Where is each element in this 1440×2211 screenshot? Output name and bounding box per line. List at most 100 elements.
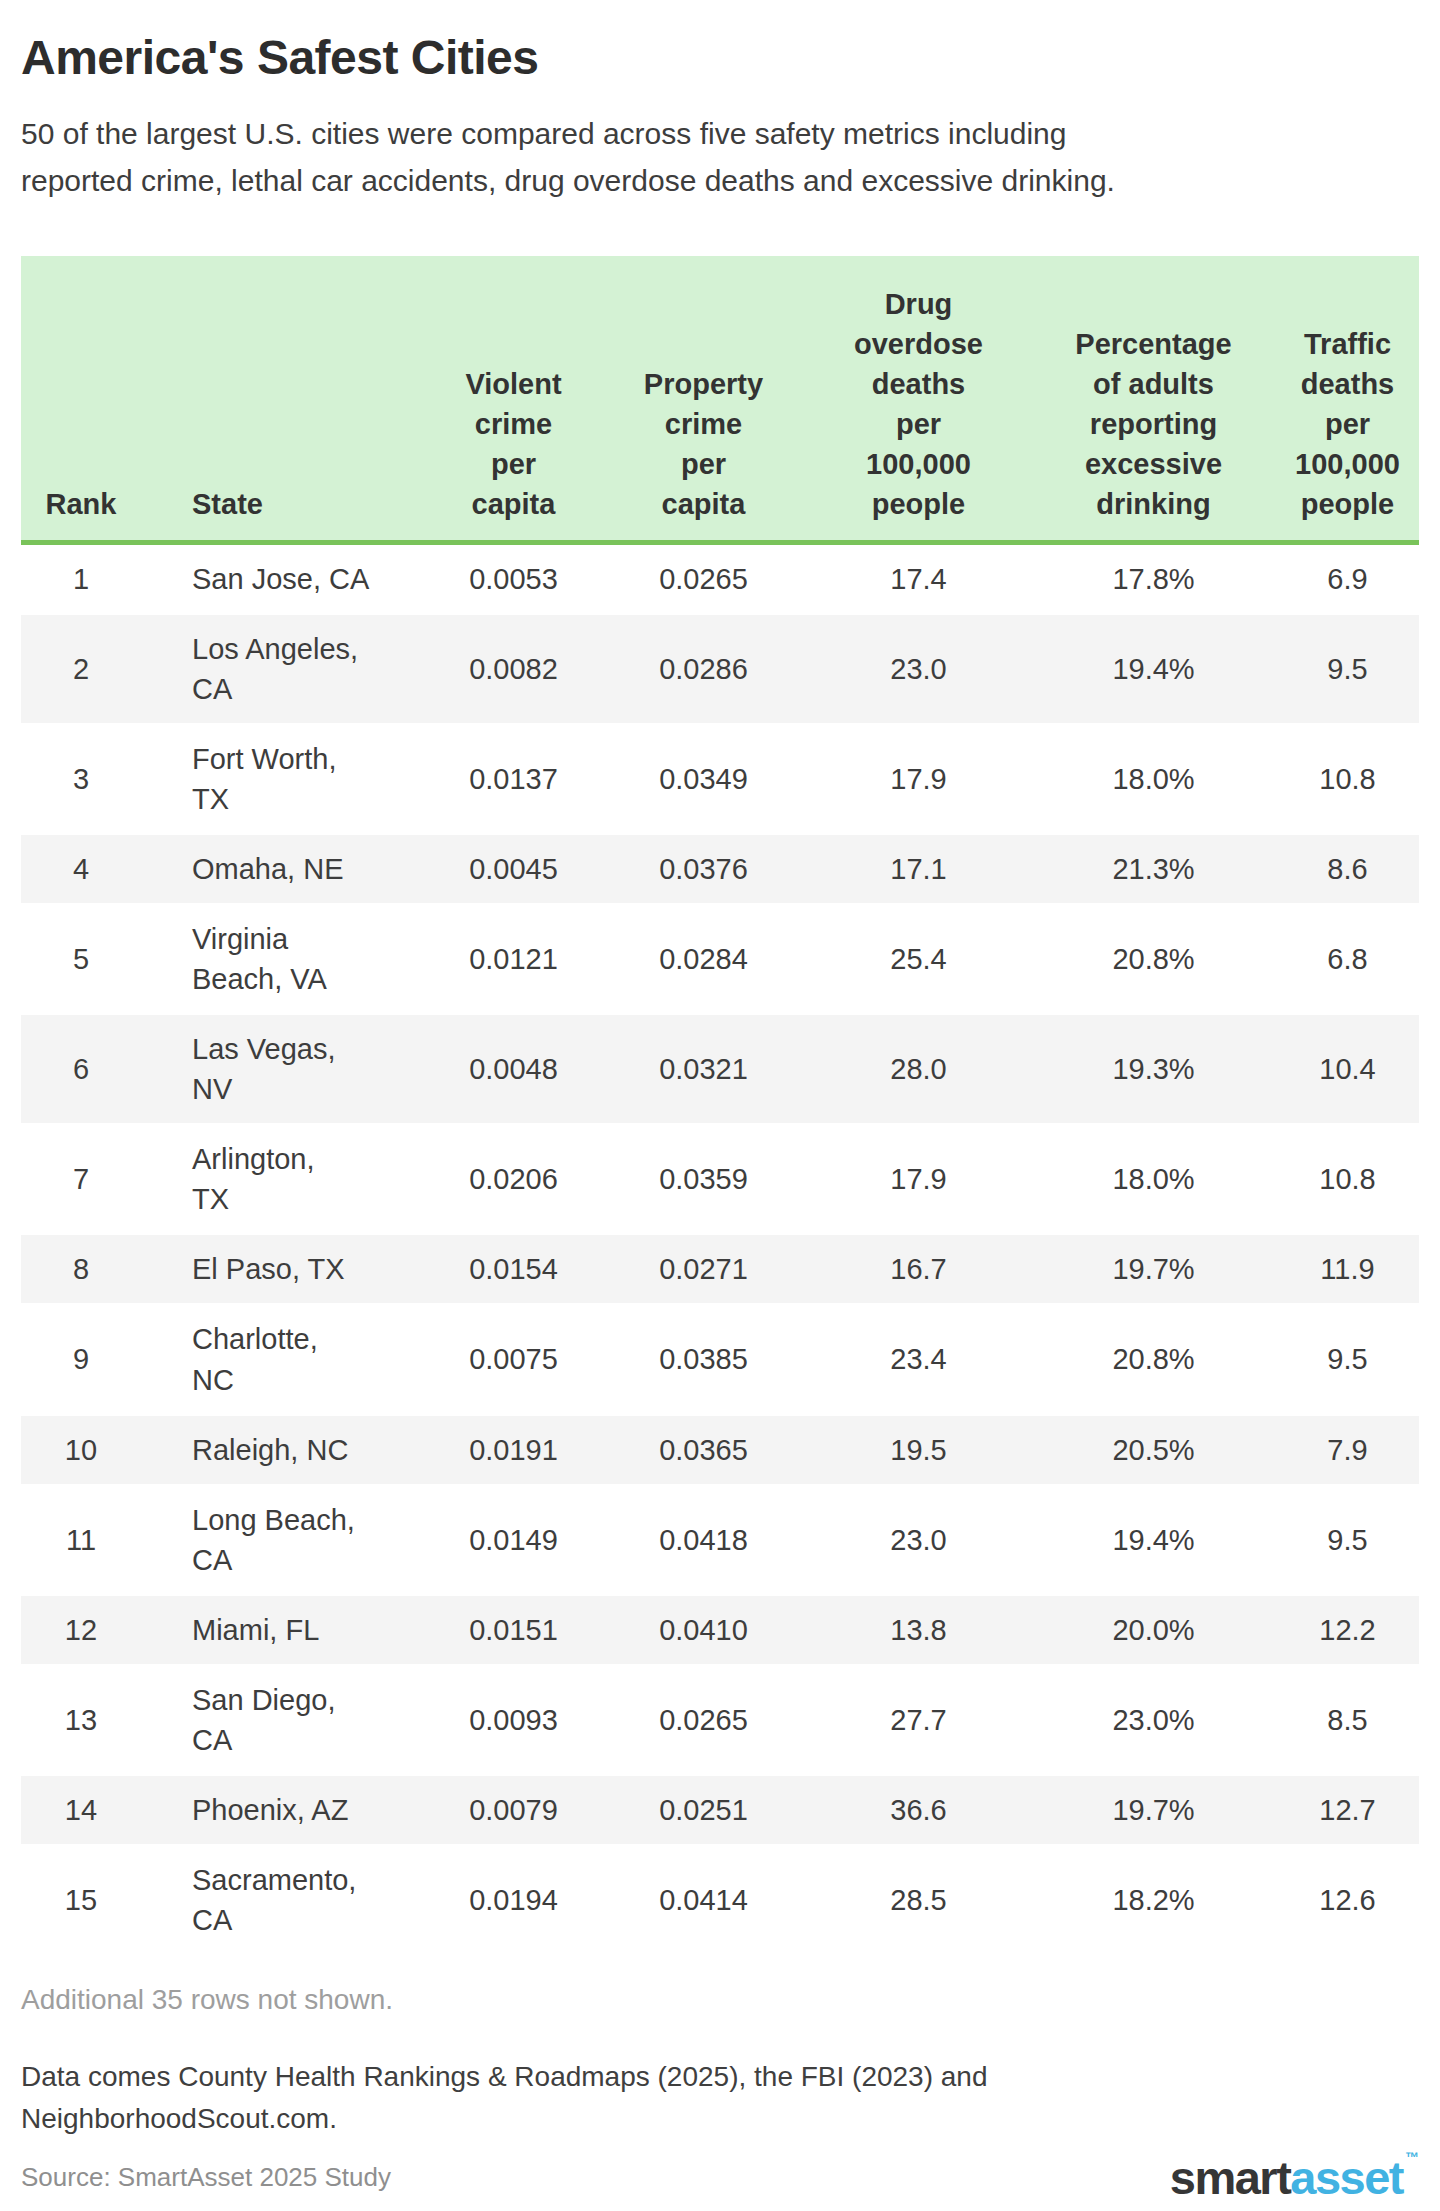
property-crime-cell: 0.0251 <box>601 1775 806 1845</box>
col-header-drug-overdose: Drug overdose deaths per 100,000 people <box>806 256 1031 543</box>
excessive-drinking-cell: 20.5% <box>1031 1415 1276 1485</box>
col-header-state: State <box>141 256 426 543</box>
safest-cities-table: Rank State Violent crime per capita Prop… <box>21 256 1419 1953</box>
property-crime-cell: 0.0359 <box>601 1124 806 1234</box>
rank-cell: 2 <box>21 614 141 724</box>
drug-overdose-cell: 27.7 <box>806 1665 1031 1775</box>
drug-overdose-cell: 17.1 <box>806 834 1031 904</box>
rank-cell: 11 <box>21 1485 141 1595</box>
drug-overdose-cell: 25.4 <box>806 904 1031 1014</box>
traffic-deaths-cell: 8.6 <box>1276 834 1419 904</box>
table-row: 6Las Vegas, NV0.00480.032128.019.3%10.4 <box>21 1014 1419 1124</box>
traffic-deaths-cell: 6.8 <box>1276 904 1419 1014</box>
state-cell: Las Vegas, NV <box>141 1014 426 1124</box>
violent-crime-cell: 0.0191 <box>426 1415 601 1485</box>
excessive-drinking-cell: 18.2% <box>1031 1845 1276 1954</box>
violent-crime-cell: 0.0206 <box>426 1124 601 1234</box>
table-body: 1San Jose, CA0.00530.026517.417.8%6.92Lo… <box>21 543 1419 1954</box>
table-row: 14Phoenix, AZ0.00790.025136.619.7%12.7 <box>21 1775 1419 1845</box>
table-row: 11Long Beach, CA0.01490.041823.019.4%9.5 <box>21 1485 1419 1595</box>
traffic-deaths-cell: 9.5 <box>1276 1304 1419 1414</box>
drug-overdose-cell: 17.9 <box>806 1124 1031 1234</box>
table-row: 9Charlotte, NC0.00750.038523.420.8%9.5 <box>21 1304 1419 1414</box>
table-row: 13San Diego, CA0.00930.026527.723.0%8.5 <box>21 1665 1419 1775</box>
rows-not-shown-note: Additional 35 rows not shown. <box>21 1984 1419 2016</box>
safest-cities-infographic: America's Safest Cities 50 of the larges… <box>21 30 1419 2203</box>
excessive-drinking-cell: 19.3% <box>1031 1014 1276 1124</box>
rank-cell: 12 <box>21 1595 141 1665</box>
table-row: 4Omaha, NE0.00450.037617.121.3%8.6 <box>21 834 1419 904</box>
traffic-deaths-cell: 12.6 <box>1276 1845 1419 1954</box>
table-row: 2Los Angeles, CA0.00820.028623.019.4%9.5 <box>21 614 1419 724</box>
traffic-deaths-cell: 9.5 <box>1276 1485 1419 1595</box>
traffic-deaths-cell: 6.9 <box>1276 543 1419 615</box>
violent-crime-cell: 0.0075 <box>426 1304 601 1414</box>
violent-crime-cell: 0.0082 <box>426 614 601 724</box>
table-row: 5Virginia Beach, VA0.01210.028425.420.8%… <box>21 904 1419 1014</box>
violent-crime-cell: 0.0194 <box>426 1845 601 1954</box>
source-note: Source: SmartAsset 2025 Study <box>21 2162 391 2203</box>
traffic-deaths-cell: 10.4 <box>1276 1014 1419 1124</box>
excessive-drinking-cell: 23.0% <box>1031 1665 1276 1775</box>
state-cell: Miami, FL <box>141 1595 426 1665</box>
traffic-deaths-cell: 11.9 <box>1276 1234 1419 1304</box>
state-cell: San Diego, CA <box>141 1665 426 1775</box>
rank-cell: 1 <box>21 543 141 615</box>
violent-crime-cell: 0.0137 <box>426 724 601 834</box>
table-row: 1San Jose, CA0.00530.026517.417.8%6.9 <box>21 543 1419 615</box>
data-sources-note: Data comes County Health Rankings & Road… <box>21 2056 1419 2140</box>
state-cell: Sacramento, CA <box>141 1845 426 1954</box>
rank-cell: 15 <box>21 1845 141 1954</box>
traffic-deaths-cell: 9.5 <box>1276 614 1419 724</box>
violent-crime-cell: 0.0045 <box>426 834 601 904</box>
traffic-deaths-cell: 10.8 <box>1276 724 1419 834</box>
rank-cell: 6 <box>21 1014 141 1124</box>
excessive-drinking-cell: 17.8% <box>1031 543 1276 615</box>
rank-cell: 14 <box>21 1775 141 1845</box>
smartasset-logo: smartasset™ <box>1170 2152 1419 2204</box>
violent-crime-cell: 0.0151 <box>426 1595 601 1665</box>
col-header-excessive-drinking: Percentage of adults reporting excessive… <box>1031 256 1276 543</box>
logo-text-asset: asset <box>1290 2151 1403 2204</box>
rank-cell: 7 <box>21 1124 141 1234</box>
violent-crime-cell: 0.0048 <box>426 1014 601 1124</box>
logo-text-smart: smart <box>1170 2151 1291 2204</box>
state-cell: El Paso, TX <box>141 1234 426 1304</box>
state-cell: Virginia Beach, VA <box>141 904 426 1014</box>
rank-cell: 10 <box>21 1415 141 1485</box>
state-cell: Fort Worth, TX <box>141 724 426 834</box>
drug-overdose-cell: 16.7 <box>806 1234 1031 1304</box>
table-row: 3Fort Worth, TX0.01370.034917.918.0%10.8 <box>21 724 1419 834</box>
subtitle: 50 of the largest U.S. cities were compa… <box>21 111 1419 204</box>
drug-overdose-cell: 36.6 <box>806 1775 1031 1845</box>
state-cell: Los Angeles, CA <box>141 614 426 724</box>
state-cell: Omaha, NE <box>141 834 426 904</box>
drug-overdose-cell: 13.8 <box>806 1595 1031 1665</box>
violent-crime-cell: 0.0079 <box>426 1775 601 1845</box>
property-crime-cell: 0.0265 <box>601 543 806 615</box>
property-crime-cell: 0.0321 <box>601 1014 806 1124</box>
drug-overdose-cell: 23.0 <box>806 614 1031 724</box>
property-crime-cell: 0.0414 <box>601 1845 806 1954</box>
footer: Source: SmartAsset 2025 Study smartasset… <box>21 2152 1419 2204</box>
property-crime-cell: 0.0385 <box>601 1304 806 1414</box>
property-crime-cell: 0.0286 <box>601 614 806 724</box>
traffic-deaths-cell: 12.7 <box>1276 1775 1419 1845</box>
property-crime-cell: 0.0376 <box>601 834 806 904</box>
drug-overdose-cell: 17.4 <box>806 543 1031 615</box>
excessive-drinking-cell: 19.4% <box>1031 1485 1276 1595</box>
excessive-drinking-cell: 19.7% <box>1031 1775 1276 1845</box>
excessive-drinking-cell: 20.8% <box>1031 1304 1276 1414</box>
excessive-drinking-cell: 19.4% <box>1031 614 1276 724</box>
excessive-drinking-cell: 18.0% <box>1031 1124 1276 1234</box>
traffic-deaths-cell: 12.2 <box>1276 1595 1419 1665</box>
excessive-drinking-cell: 21.3% <box>1031 834 1276 904</box>
rank-cell: 5 <box>21 904 141 1014</box>
state-cell: San Jose, CA <box>141 543 426 615</box>
col-header-traffic-deaths: Traffic deaths per 100,000 people <box>1276 256 1419 543</box>
rank-cell: 8 <box>21 1234 141 1304</box>
state-cell: Charlotte, NC <box>141 1304 426 1414</box>
property-crime-cell: 0.0271 <box>601 1234 806 1304</box>
table-row: 12Miami, FL0.01510.041013.820.0%12.2 <box>21 1595 1419 1665</box>
drug-overdose-cell: 23.4 <box>806 1304 1031 1414</box>
